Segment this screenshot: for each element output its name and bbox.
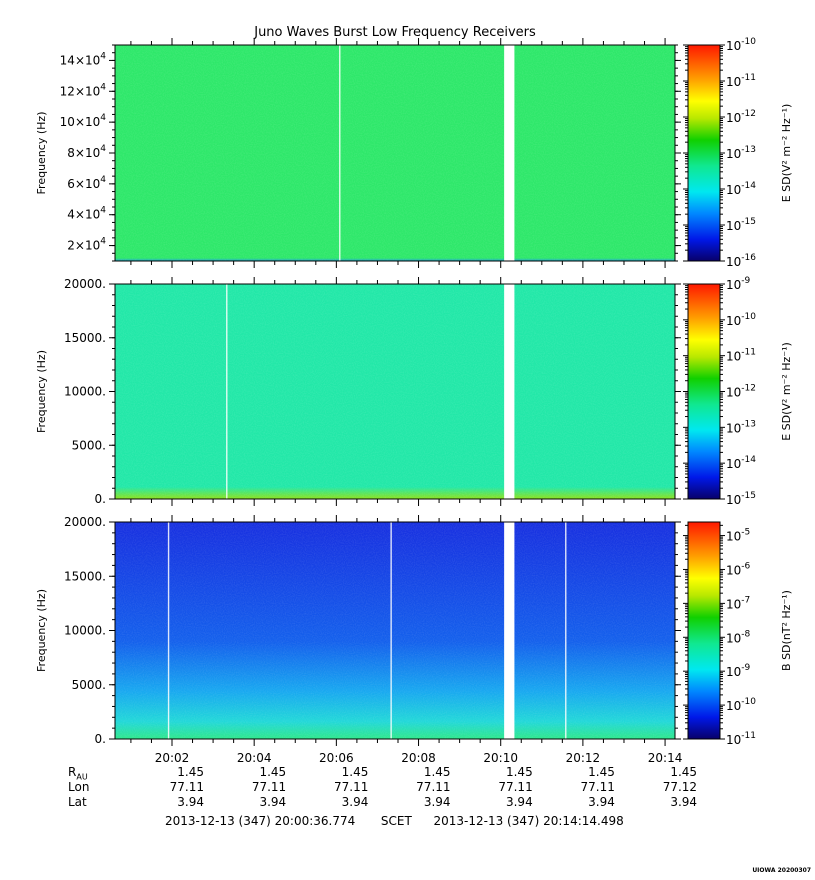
time-tick-label: 20:10 [483, 751, 518, 765]
y-axis-label: Frequency (Hz) [35, 589, 48, 672]
ephemeris-value: 77.11 [333, 780, 369, 794]
watermark: UIOWA 20200307 [752, 867, 811, 874]
ephemeris-value: 3.94 [505, 795, 533, 809]
colorbar-tick-label: 10-12 [726, 109, 756, 125]
colorbar-tick-label: 10-15 [726, 491, 756, 507]
scet-label: SCET [380, 814, 412, 828]
ephemeris-value: 1.45 [670, 765, 698, 779]
colorbar-tick-label: 10-13 [726, 419, 756, 435]
ephemeris-value: 3.94 [341, 795, 369, 809]
y-tick-label: 0. [95, 732, 106, 746]
y-tick-label: 10000. [64, 624, 106, 638]
time-tick-label: 20:12 [566, 751, 601, 765]
time-tick-label: 20:02 [155, 751, 190, 765]
colorbar-tick-label: 10-10 [726, 37, 756, 53]
spectrogram-panel-1: 2×104 4×104 6×104 8×104 10×104 12×104 14×104 Fr… [35, 37, 793, 269]
spectrogram-noise [115, 284, 675, 499]
y-tick-label: 10000. [64, 385, 106, 399]
colorbar-label: E SD(V² m⁻² Hz⁻¹) [780, 104, 793, 203]
ephemeris-value: 3.94 [177, 795, 204, 809]
y-tick-label: 5000. [72, 678, 106, 692]
colorbar-label: E SD(V² m⁻² Hz⁻¹) [780, 342, 793, 441]
colorbar-tick-label: 10-11 [726, 731, 756, 747]
data-gap [504, 45, 515, 261]
spectrogram-noise [115, 522, 675, 739]
y-axis-label: Frequency (Hz) [35, 350, 48, 433]
ephemeris-label-r: RAU [68, 765, 88, 782]
y-tick-label: 2×104 [67, 237, 106, 253]
y-axis-label: Frequency (Hz) [35, 112, 48, 195]
colorbar-tick-label: 10-14 [726, 181, 756, 197]
time-tick-label: 20:14 [648, 751, 683, 765]
ephemeris-value: 1.45 [341, 765, 369, 779]
colorbar-tick-label: 10-9 [726, 276, 751, 292]
time-tick-label: 20:08 [401, 751, 436, 765]
colorbar-tick-label: 10-13 [726, 145, 756, 161]
ephemeris-value: 1.45 [177, 765, 204, 779]
ephemeris-value: 1.45 [505, 765, 533, 779]
y-tick-label: 12×104 [60, 82, 107, 98]
colorbar [688, 45, 720, 261]
ephemeris-value: 3.94 [588, 795, 615, 809]
colorbar-tick-label: 10-10 [726, 697, 756, 713]
spectrogram-panel-2: 0. 5000. 10000. 15000. 20000. Frequency (Hz) 1… [35, 276, 793, 507]
y-tick-label: 5000. [72, 438, 106, 452]
y-tick-label: 20000. [64, 515, 106, 529]
ephemeris-value: 1.45 [423, 765, 451, 779]
colorbar-tick-label: 10-10 [726, 312, 756, 328]
ephemeris-value: 77.11 [416, 780, 451, 794]
colorbar-label: B SD(nT² Hz⁻¹) [780, 590, 793, 671]
colorbar-tick-label: 10-14 [726, 455, 756, 471]
ephemeris-value: 77.11 [498, 780, 533, 794]
colorbar-tick-label: 10-12 [726, 384, 756, 400]
ephemeris-value: 77.12 [662, 780, 698, 794]
spectrogram-panel-3: 0. 5000. 10000. 15000. 20000. Frequency (Hz) 1… [35, 515, 793, 747]
colorbar [688, 522, 720, 739]
y-tick-label: 0. [95, 492, 106, 506]
ephemeris-value: 3.94 [423, 795, 451, 809]
ephemeris-value: 77.11 [169, 780, 204, 794]
colorbar-tick-label: 10-7 [726, 595, 750, 611]
spectrogram-noise [115, 45, 675, 261]
time-range-footer: 2013-12-13 (347) 20:00:36.774 SCET 2013-… [165, 814, 624, 828]
ephemeris-value: 3.94 [259, 795, 287, 809]
colorbar [688, 284, 720, 499]
colorbar-tick-label: 10-11 [726, 348, 756, 364]
colorbar-tick-label: 10-11 [726, 73, 756, 89]
ephemeris-value: 77.11 [251, 780, 287, 794]
end-time-label: 2013-12-13 (347) 20:14:14.498 [433, 814, 624, 828]
y-tick-label: 15000. [64, 569, 106, 583]
time-tick-label: 20:06 [319, 751, 354, 765]
y-tick-label: 15000. [64, 331, 106, 345]
time-tick-label: 20:04 [237, 751, 272, 765]
colorbar-frame [687, 521, 721, 740]
start-time-label: 2013-12-13 (347) 20:00:36.774 [165, 814, 356, 828]
chart-title: Juno Waves Burst Low Frequency Receivers [254, 25, 536, 40]
data-gap [504, 522, 515, 739]
y-tick-label: 8×104 [67, 144, 106, 160]
y-tick-label: 4×104 [67, 206, 106, 222]
ephemeris-value: 1.45 [588, 765, 615, 779]
ephemeris-label-lon: Lon [68, 780, 90, 794]
colorbar-tick-label: 10-5 [726, 528, 750, 544]
y-tick-label: 6×104 [67, 175, 106, 191]
colorbar-tick-label: 10-6 [726, 561, 751, 577]
colorbar-tick-label: 10-9 [726, 663, 751, 679]
data-gap [504, 284, 515, 499]
colorbar-tick-label: 10-16 [726, 253, 756, 269]
ephemeris-value: 3.94 [670, 795, 698, 809]
colorbar-tick-label: 10-15 [726, 217, 756, 233]
y-tick-label: 14×104 [60, 51, 107, 67]
y-tick-label: 10×104 [60, 113, 107, 129]
colorbar-tick-label: 10-8 [726, 629, 751, 645]
ephemeris-label-lat: Lat [68, 795, 87, 809]
y-tick-label: 20000. [64, 277, 106, 291]
ephemeris-value: 1.45 [259, 765, 287, 779]
ephemeris-value: 77.11 [580, 780, 615, 794]
